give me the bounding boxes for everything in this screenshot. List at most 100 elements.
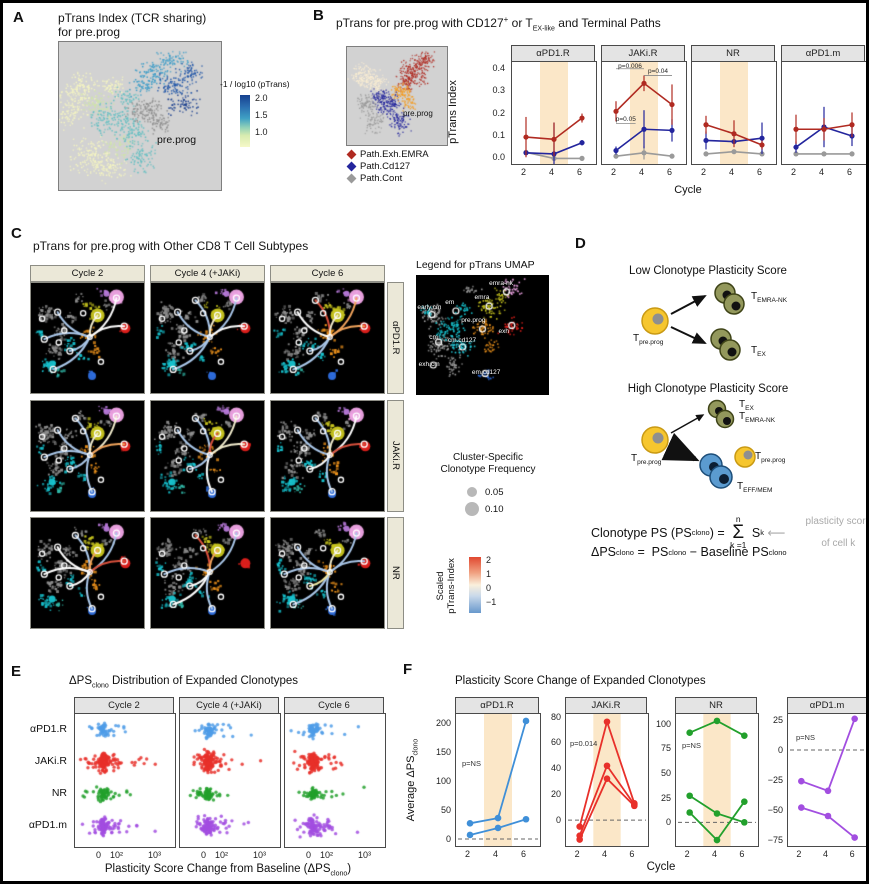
data-point: [576, 823, 583, 830]
y-tick-label: 0: [777, 745, 783, 755]
equation-delta-ps: ΔPS clono = PS clono − Baseline PS clono: [591, 545, 787, 559]
x-tick-label: 4: [819, 167, 825, 177]
c-umap-panel: [30, 517, 145, 629]
panel-d-letter: D: [575, 235, 586, 252]
label-t-ex-high: TEX: [739, 399, 754, 412]
cell-preprog-high: [641, 426, 669, 454]
facet-header: Cycle 2: [74, 697, 174, 713]
panel-d-low-diagram: [641, 282, 745, 361]
data-point: [669, 153, 675, 159]
panel-f-ylabel-sub: clono: [412, 738, 420, 756]
x-tick-label: 4: [823, 849, 829, 859]
data-point: [579, 140, 585, 146]
x-tick-label: 2: [701, 167, 707, 177]
t-base: T: [739, 399, 746, 410]
umap-a-annotation: pre.prog: [157, 134, 197, 146]
legend-label-exh-emra: Path.Exh.EMRA: [360, 148, 429, 160]
eq1-pre: Clonotype PS (PS: [591, 525, 692, 540]
eq1-note: plasticity score of cell k: [789, 505, 869, 560]
b-facet: αPD1.m 2 4 6: [781, 45, 866, 177]
x-tick-label: 10³: [253, 850, 267, 860]
c-umap-canvas: [151, 401, 262, 509]
legend-cluster-label: exh: [498, 327, 509, 335]
eq2-sub3: clono: [768, 547, 787, 557]
legend-cluster-label: pre.prog: [461, 317, 486, 324]
x-tick-label: 0: [201, 850, 207, 860]
panel-b-title-sub: EX-like: [532, 25, 555, 33]
y-tick-label: −25: [767, 775, 783, 785]
x-tick-label: 2: [611, 167, 617, 177]
x-tick-label: 6: [757, 167, 763, 177]
cells-effmem-high: [699, 453, 733, 489]
y-tick-label: 150: [435, 746, 451, 757]
c-umap-panel: [150, 400, 265, 512]
x-tick-label: 4: [549, 167, 555, 177]
facet-header: αPD1.m: [781, 45, 865, 61]
eq1-sigma-bottom: k =1: [730, 540, 747, 551]
panel-b-ylabel-wrap: pTrans Index: [443, 61, 463, 163]
data-point: [613, 108, 619, 114]
x-tick-label: 6: [667, 167, 673, 177]
size-legend-title-2: Clonotype Frequency: [440, 464, 536, 475]
x-tick-label: 10²: [110, 850, 124, 860]
data-point: [851, 834, 858, 841]
y-tick-label: 25: [772, 715, 783, 725]
facet-header: JAKi.R: [601, 45, 685, 61]
data-point: [703, 137, 709, 144]
panel-d-high-title: High Clonotype Plasticity Score: [627, 383, 789, 395]
data-point: [522, 717, 530, 725]
facet-header: NR: [691, 45, 775, 61]
data-point: [522, 815, 530, 823]
data-point: [686, 809, 693, 816]
legend-item-cont: Path.Cont: [346, 172, 429, 184]
data-point: [613, 147, 619, 154]
t-sub-emrank: EMRA-NK: [757, 297, 788, 304]
data-point: [821, 151, 827, 157]
label-t-ex-low: TEX: [751, 345, 766, 358]
t-base: T: [633, 333, 640, 344]
panel-b-title-pre: pTrans for pre.prog with CD127: [336, 16, 504, 30]
data-point: [759, 142, 765, 148]
y-tick-label: 0.4: [492, 62, 505, 73]
data-point: [603, 762, 611, 770]
cells-ex-low: [710, 328, 741, 361]
facet-header: JAKi.R: [565, 697, 647, 713]
size-legend-dot-large: [465, 502, 479, 516]
colorbar-a-tick-1: 1.5: [255, 110, 268, 120]
x-tick-label: 10³: [358, 850, 372, 860]
x-tick-label: 2: [574, 849, 580, 859]
e-row-label: NR: [51, 787, 67, 799]
panel-b-ylabel: pTrans Index: [447, 80, 460, 144]
data-point: [851, 715, 858, 723]
cell-preprog-low: [641, 307, 669, 335]
c-umap-canvas: [151, 518, 262, 626]
eq1-note-1: plasticity score: [805, 516, 869, 527]
y-tick-label: 60: [550, 737, 561, 748]
t-base: T: [751, 291, 758, 302]
b-facet-plot: [781, 61, 866, 165]
y-tick-label: 0.2: [492, 107, 505, 118]
ptrans-colorbar-tick-2: 0: [486, 583, 492, 593]
eq2-sub2: clono: [668, 547, 687, 557]
t-sub-ex: EX: [757, 351, 766, 358]
c-umap-panel: [270, 517, 385, 629]
t-sub-emrank: EMRA-NK: [745, 417, 776, 424]
panel-d-high-diagram: [641, 399, 756, 489]
c-umap-canvas: [151, 283, 262, 391]
y-tick-label: 80: [550, 711, 561, 722]
panel-c-letter: C: [11, 225, 22, 242]
x-tick-label: 6: [847, 167, 853, 177]
data-point: [731, 131, 737, 137]
eq1-sigma-top: n: [735, 514, 741, 525]
p-value-label: p=0.014: [570, 739, 597, 748]
e-facet: Cycle 2 0 10² 10³: [74, 697, 176, 860]
eq1-s-sub: k: [760, 528, 764, 537]
x-tick-label: 0: [306, 850, 312, 860]
data-point: [741, 798, 748, 805]
e-row-label: αPD1.m: [28, 819, 67, 831]
data-point: [579, 115, 585, 121]
umap-a-canvas: [59, 42, 218, 187]
y-tick-label: 200: [435, 717, 451, 728]
